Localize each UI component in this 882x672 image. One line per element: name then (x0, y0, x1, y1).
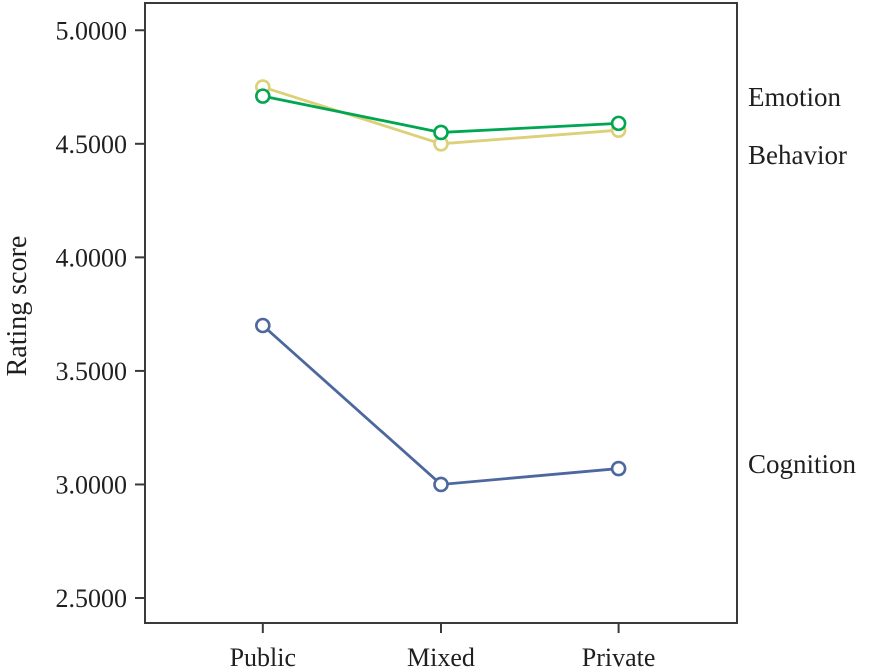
data-point-emotion (433, 124, 449, 141)
data-point-emotion (610, 115, 627, 132)
plot-frame (144, 2, 738, 624)
y-tick-label: 5.0000 (56, 16, 128, 45)
series-line-cognition (261, 324, 619, 486)
series-label-cognition: Cognition (748, 449, 857, 479)
series-label-emotion: Emotion (748, 82, 841, 112)
x-axis-ticks: Public Mixed Private (230, 623, 656, 672)
y-tick-label: 3.0000 (56, 470, 128, 499)
data-point-cognition (255, 317, 271, 334)
y-axis-ticks: 2.5000 3.0000 3.5000 4.0000 4.5000 5.0000 (56, 16, 145, 613)
data-point-emotion (255, 88, 271, 104)
series-labels: Behavior Emotion Cognition (748, 82, 857, 479)
y-tick-label: 4.5000 (56, 130, 128, 159)
series-lines (255, 79, 627, 493)
y-tick-label: 4.0000 (56, 243, 128, 272)
x-tick-label: Public (230, 643, 296, 672)
y-tick-label: 3.5000 (56, 357, 128, 386)
data-point-cognition (610, 460, 627, 477)
x-tick-label: Private (582, 643, 656, 672)
series-label-behavior: Behavior (748, 140, 847, 170)
x-tick-label: Mixed (407, 643, 475, 672)
y-tick-label: 2.5000 (56, 584, 128, 613)
y-axis-title: Rating score (2, 236, 33, 377)
data-point-cognition (433, 476, 449, 493)
